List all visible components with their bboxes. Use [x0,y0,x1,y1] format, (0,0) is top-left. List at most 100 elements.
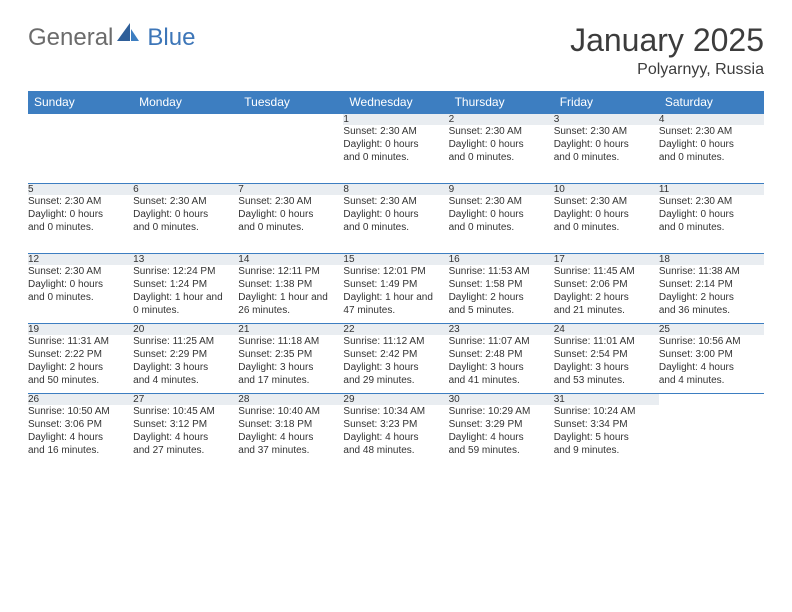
day-detail-line: Daylight: 3 hours [133,361,238,374]
location: Polyarnyy, Russia [570,61,764,79]
day-detail-line: Sunrise: 11:07 AM [449,335,554,348]
day-cell [133,125,238,184]
day-number: 4 [659,114,764,126]
day-detail-line: Daylight: 1 hour and [238,291,343,304]
day-cell: Sunrise: 11:07 AMSunset: 2:48 PMDaylight… [449,335,554,394]
day-detail-line: Daylight: 0 hours [343,208,448,221]
day-detail-line: Sunrise: 11:31 AM [28,335,133,348]
day-cell: Sunrise: 11:01 AMSunset: 2:54 PMDaylight… [554,335,659,394]
day-number: 24 [554,324,659,336]
day-detail-line: Sunrise: 10:56 AM [659,335,764,348]
day-detail-line: Sunset: 2:22 PM [28,348,133,361]
day-detail-line: Sunrise: 11:45 AM [554,265,659,278]
day-detail-line: Daylight: 0 hours [449,208,554,221]
day-cell: Sunrise: 11:53 AMSunset: 1:58 PMDaylight… [449,265,554,324]
day-content-row: Sunset: 2:30 AMDaylight: 0 hoursand 0 mi… [28,195,764,254]
day-cell: Sunrise: 10:50 AMSunset: 3:06 PMDaylight… [28,405,133,463]
day-detail-line: and 0 minutes. [343,151,448,164]
day-detail-line: Sunset: 2:29 PM [133,348,238,361]
day-detail-line: and 0 minutes. [343,221,448,234]
day-number: 3 [554,114,659,126]
day-detail-line: Daylight: 2 hours [28,361,133,374]
day-number: 19 [28,324,133,336]
day-cell: Sunset: 2:30 AMDaylight: 0 hoursand 0 mi… [28,195,133,254]
day-number: 28 [238,394,343,406]
day-number: 10 [554,184,659,196]
day-detail-line: Daylight: 4 hours [343,431,448,444]
day-detail-line: Daylight: 0 hours [449,138,554,151]
day-detail-line: Sunset: 2:30 AM [449,195,554,208]
day-number: 15 [343,254,448,266]
day-detail-line: Daylight: 1 hour and [343,291,448,304]
day-number-row: 19202122232425 [28,324,764,336]
day-detail-line: Sunrise: 10:40 AM [238,405,343,418]
day-detail-line: and 53 minutes. [554,374,659,387]
day-detail-line: Daylight: 0 hours [238,208,343,221]
day-detail-line: and 0 minutes. [28,221,133,234]
day-detail-line: Daylight: 2 hours [659,291,764,304]
day-detail-line: Sunrise: 10:45 AM [133,405,238,418]
day-number: 7 [238,184,343,196]
day-number-row: 1234 [28,114,764,126]
weekday: Tuesday [238,91,343,114]
day-detail-line: Sunset: 2:30 AM [659,125,764,138]
day-detail-line: Sunset: 2:42 PM [343,348,448,361]
day-detail-line: 0 minutes. [133,304,238,317]
brand-part2: Blue [147,24,195,52]
day-detail-line: and 0 minutes. [28,291,133,304]
day-detail-line: and 0 minutes. [449,151,554,164]
day-detail-line: Daylight: 5 hours [554,431,659,444]
day-detail-line: Sunset: 2:30 AM [343,195,448,208]
day-detail-line: Sunrise: 10:29 AM [449,405,554,418]
day-detail-line: Daylight: 0 hours [28,278,133,291]
day-detail-line: Sunset: 2:35 PM [238,348,343,361]
day-detail-line: and 0 minutes. [659,221,764,234]
day-detail-line: Sunrise: 12:11 PM [238,265,343,278]
day-detail-line: Sunset: 3:34 PM [554,418,659,431]
day-detail-line: Sunrise: 12:01 PM [343,265,448,278]
day-cell: Sunset: 2:30 AMDaylight: 0 hoursand 0 mi… [449,125,554,184]
day-detail-line: Sunset: 2:30 AM [133,195,238,208]
day-cell: Sunset: 2:30 AMDaylight: 0 hoursand 0 mi… [28,265,133,324]
day-number: 20 [133,324,238,336]
day-cell: Sunset: 2:30 AMDaylight: 0 hoursand 0 mi… [343,195,448,254]
day-detail-line: Daylight: 4 hours [238,431,343,444]
day-detail-line: Daylight: 4 hours [659,361,764,374]
day-detail-line: Daylight: 3 hours [554,361,659,374]
day-cell: Sunrise: 10:29 AMSunset: 3:29 PMDaylight… [449,405,554,463]
day-number [659,394,764,406]
day-number-row: 12131415161718 [28,254,764,266]
page-title: January 2025 [570,22,764,59]
header: General Blue January 2025 Polyarnyy, Rus… [28,22,764,79]
day-detail-line: and 48 minutes. [343,444,448,457]
title-block: January 2025 Polyarnyy, Russia [570,22,764,79]
day-detail-line: and 0 minutes. [554,151,659,164]
day-detail-line: Sunset: 2:14 PM [659,278,764,291]
day-detail-line: 26 minutes. [238,304,343,317]
day-detail-line: and 27 minutes. [133,444,238,457]
day-detail-line: Sunset: 2:30 AM [28,265,133,278]
day-detail-line: Sunset: 2:30 AM [343,125,448,138]
day-detail-line: Sunset: 2:30 AM [449,125,554,138]
day-detail-line: Sunrise: 11:25 AM [133,335,238,348]
day-detail-line: Daylight: 3 hours [238,361,343,374]
day-detail-line: Sunset: 2:48 PM [449,348,554,361]
day-detail-line: and 17 minutes. [238,374,343,387]
weekday: Wednesday [343,91,448,114]
day-cell: Sunrise: 10:24 AMSunset: 3:34 PMDaylight… [554,405,659,463]
day-number: 13 [133,254,238,266]
day-detail-line: Daylight: 3 hours [343,361,448,374]
day-detail-line: Sunset: 2:30 AM [28,195,133,208]
weekday: Thursday [449,91,554,114]
day-detail-line: Daylight: 0 hours [554,138,659,151]
day-number: 8 [343,184,448,196]
day-detail-line: Sunset: 2:30 AM [554,195,659,208]
day-number: 14 [238,254,343,266]
day-detail-line: Sunset: 3:18 PM [238,418,343,431]
day-number: 18 [659,254,764,266]
day-detail-line: Sunset: 2:30 AM [554,125,659,138]
day-detail-line: 47 minutes. [343,304,448,317]
day-cell: Sunrise: 12:24 PMSunset: 1:24 PMDaylight… [133,265,238,324]
day-detail-line: Daylight: 0 hours [659,138,764,151]
day-cell: Sunset: 2:30 AMDaylight: 0 hoursand 0 mi… [659,195,764,254]
